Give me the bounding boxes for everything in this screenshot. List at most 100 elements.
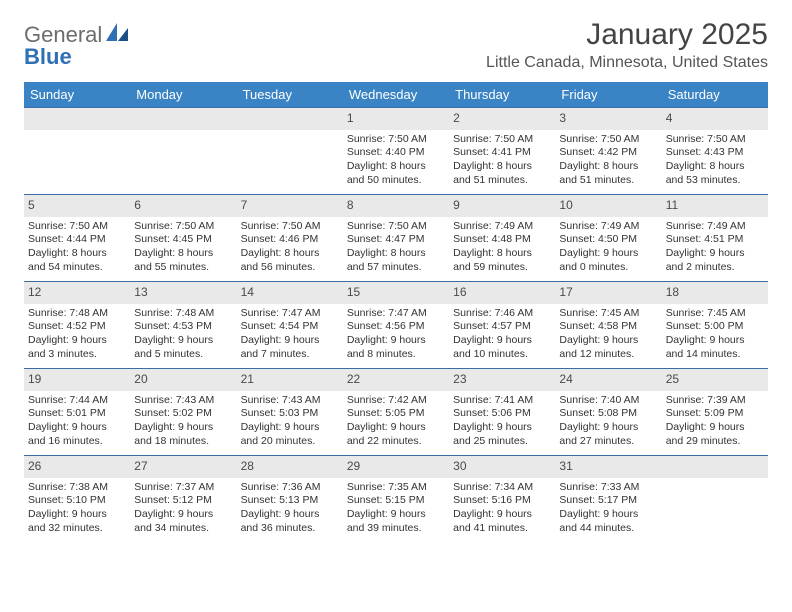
- day-info-line: Sunrise: 7:40 AM: [559, 394, 657, 408]
- day-cell: 10Sunrise: 7:49 AMSunset: 4:50 PMDayligh…: [555, 195, 661, 281]
- day-info-line: and 14 minutes.: [666, 348, 764, 362]
- day-info-line: Daylight: 8 hours: [347, 160, 445, 174]
- day-info-line: Daylight: 9 hours: [559, 334, 657, 348]
- day-cell: 28Sunrise: 7:36 AMSunset: 5:13 PMDayligh…: [237, 456, 343, 542]
- day-info-line: and 12 minutes.: [559, 348, 657, 362]
- day-info-line: Sunset: 5:15 PM: [347, 494, 445, 508]
- day-info-line: Sunset: 5:08 PM: [559, 407, 657, 421]
- day-info-line: and 39 minutes.: [347, 522, 445, 536]
- day-cell: [237, 108, 343, 194]
- day-info-line: and 20 minutes.: [241, 435, 339, 449]
- day-header-saturday: Saturday: [662, 82, 768, 107]
- day-info-line: Sunset: 5:17 PM: [559, 494, 657, 508]
- day-info-line: Daylight: 9 hours: [134, 421, 232, 435]
- day-info-line: and 29 minutes.: [666, 435, 764, 449]
- day-info-line: Sunrise: 7:50 AM: [347, 220, 445, 234]
- day-info-line: Sunset: 4:47 PM: [347, 233, 445, 247]
- day-info-line: Sunset: 4:50 PM: [559, 233, 657, 247]
- day-cell: 23Sunrise: 7:41 AMSunset: 5:06 PMDayligh…: [449, 369, 555, 455]
- day-info-line: Sunrise: 7:50 AM: [453, 133, 551, 147]
- day-cell: 30Sunrise: 7:34 AMSunset: 5:16 PMDayligh…: [449, 456, 555, 542]
- day-header-tuesday: Tuesday: [237, 82, 343, 107]
- day-cell: 9Sunrise: 7:49 AMSunset: 4:48 PMDaylight…: [449, 195, 555, 281]
- day-header-thursday: Thursday: [449, 82, 555, 107]
- day-info-line: Sunset: 5:05 PM: [347, 407, 445, 421]
- day-info-line: and 25 minutes.: [453, 435, 551, 449]
- day-info-line: Sunrise: 7:49 AM: [559, 220, 657, 234]
- day-number: 5: [24, 195, 130, 217]
- day-info-line: and 8 minutes.: [347, 348, 445, 362]
- day-info-line: Sunrise: 7:43 AM: [134, 394, 232, 408]
- day-info-line: and 56 minutes.: [241, 261, 339, 275]
- day-info-line: Sunrise: 7:38 AM: [28, 481, 126, 495]
- week-row: 5Sunrise: 7:50 AMSunset: 4:44 PMDaylight…: [24, 194, 768, 281]
- day-cell: 18 Sunrise: 7:45 AMSunset: 5:00 PMDayligh…: [662, 282, 768, 368]
- day-info-line: Sunset: 4:58 PM: [559, 320, 657, 334]
- day-info-line: Daylight: 8 hours: [453, 160, 551, 174]
- day-number: 4: [662, 108, 768, 130]
- day-info-line: and 41 minutes.: [453, 522, 551, 536]
- day-cell: [130, 108, 236, 194]
- day-info-line: Sunset: 4:41 PM: [453, 146, 551, 160]
- day-info-line: Sunrise: 7:50 AM: [666, 133, 764, 147]
- day-info-line: Sunrise: 7:50 AM: [559, 133, 657, 147]
- page-subtitle: Little Canada, Minnesota, United States: [486, 54, 768, 72]
- day-cell: 6Sunrise: 7:50 AMSunset: 4:45 PMDaylight…: [130, 195, 236, 281]
- day-info-line: Daylight: 9 hours: [453, 421, 551, 435]
- day-cell: 27Sunrise: 7:37 AMSunset: 5:12 PMDayligh…: [130, 456, 236, 542]
- day-info-line: Daylight: 9 hours: [28, 334, 126, 348]
- day-number: 28: [237, 456, 343, 478]
- day-info-line: Sunset: 4:42 PM: [559, 146, 657, 160]
- day-info-line: Sunset: 4:48 PM: [453, 233, 551, 247]
- day-info-line: Sunrise: 7:50 AM: [28, 220, 126, 234]
- day-info-line: and 36 minutes.: [241, 522, 339, 536]
- day-cell: [24, 108, 130, 194]
- day-info-line: Sunset: 5:16 PM: [453, 494, 551, 508]
- day-info-line: Sunset: 4:54 PM: [241, 320, 339, 334]
- day-info-line: Sunset: 5:02 PM: [134, 407, 232, 421]
- day-number: 31: [555, 456, 661, 478]
- day-info-line: Sunrise: 7:46 AM: [453, 307, 551, 321]
- logo-text-blue-wrap: Blue: [24, 44, 72, 70]
- day-cell: 19Sunrise: 7:44 AMSunset: 5:01 PMDayligh…: [24, 369, 130, 455]
- day-number: [130, 108, 236, 130]
- day-info-line: Daylight: 9 hours: [347, 421, 445, 435]
- day-info-line: Daylight: 9 hours: [666, 334, 764, 348]
- week-row: 12Sunrise: 7:48 AMSunset: 4:52 PMDayligh…: [24, 281, 768, 368]
- day-info-line: Sunset: 4:44 PM: [28, 233, 126, 247]
- day-info-line: Daylight: 8 hours: [241, 247, 339, 261]
- day-number: 6: [130, 195, 236, 217]
- week-row: 1Sunrise: 7:50 AMSunset: 4:40 PMDaylight…: [24, 107, 768, 194]
- day-number: 18: [662, 282, 768, 304]
- day-info-line: Sunrise: 7:45 AM: [666, 307, 764, 321]
- day-cell: 25Sunrise: 7:39 AMSunset: 5:09 PMDayligh…: [662, 369, 768, 455]
- day-info-line: Daylight: 8 hours: [28, 247, 126, 261]
- day-info-line: Daylight: 9 hours: [347, 334, 445, 348]
- day-info-line: Sunrise: 7:41 AM: [453, 394, 551, 408]
- day-info-line: and 10 minutes.: [453, 348, 551, 362]
- day-info-line: Sunset: 4:46 PM: [241, 233, 339, 247]
- day-number: 29: [343, 456, 449, 478]
- day-cell: 17Sunrise: 7:45 AMSunset: 4:58 PMDayligh…: [555, 282, 661, 368]
- day-info-line: Sunrise: 7:47 AM: [347, 307, 445, 321]
- day-info-line: Sunrise: 7:42 AM: [347, 394, 445, 408]
- day-info-line: and 16 minutes.: [28, 435, 126, 449]
- day-number: 24: [555, 369, 661, 391]
- calendar-body: 1Sunrise: 7:50 AMSunset: 4:40 PMDaylight…: [24, 107, 768, 542]
- day-cell: 29Sunrise: 7:35 AMSunset: 5:15 PMDayligh…: [343, 456, 449, 542]
- day-info-line: Daylight: 9 hours: [241, 421, 339, 435]
- day-info-line: and 53 minutes.: [666, 174, 764, 188]
- day-info-line: Daylight: 9 hours: [453, 334, 551, 348]
- day-info-line: Daylight: 9 hours: [241, 508, 339, 522]
- week-row: 19Sunrise: 7:44 AMSunset: 5:01 PMDayligh…: [24, 368, 768, 455]
- day-info-line: Daylight: 9 hours: [347, 508, 445, 522]
- day-header-sunday: Sunday: [24, 82, 130, 107]
- day-cell: 2Sunrise: 7:50 AMSunset: 4:41 PMDaylight…: [449, 108, 555, 194]
- day-info-line: Sunset: 4:57 PM: [453, 320, 551, 334]
- day-info-line: and 51 minutes.: [559, 174, 657, 188]
- day-info-line: Sunset: 5:00 PM: [666, 320, 764, 334]
- day-info-line: Sunrise: 7:47 AM: [241, 307, 339, 321]
- day-info-line: and 50 minutes.: [347, 174, 445, 188]
- day-info-line: Sunrise: 7:50 AM: [241, 220, 339, 234]
- day-info-line: Daylight: 9 hours: [453, 508, 551, 522]
